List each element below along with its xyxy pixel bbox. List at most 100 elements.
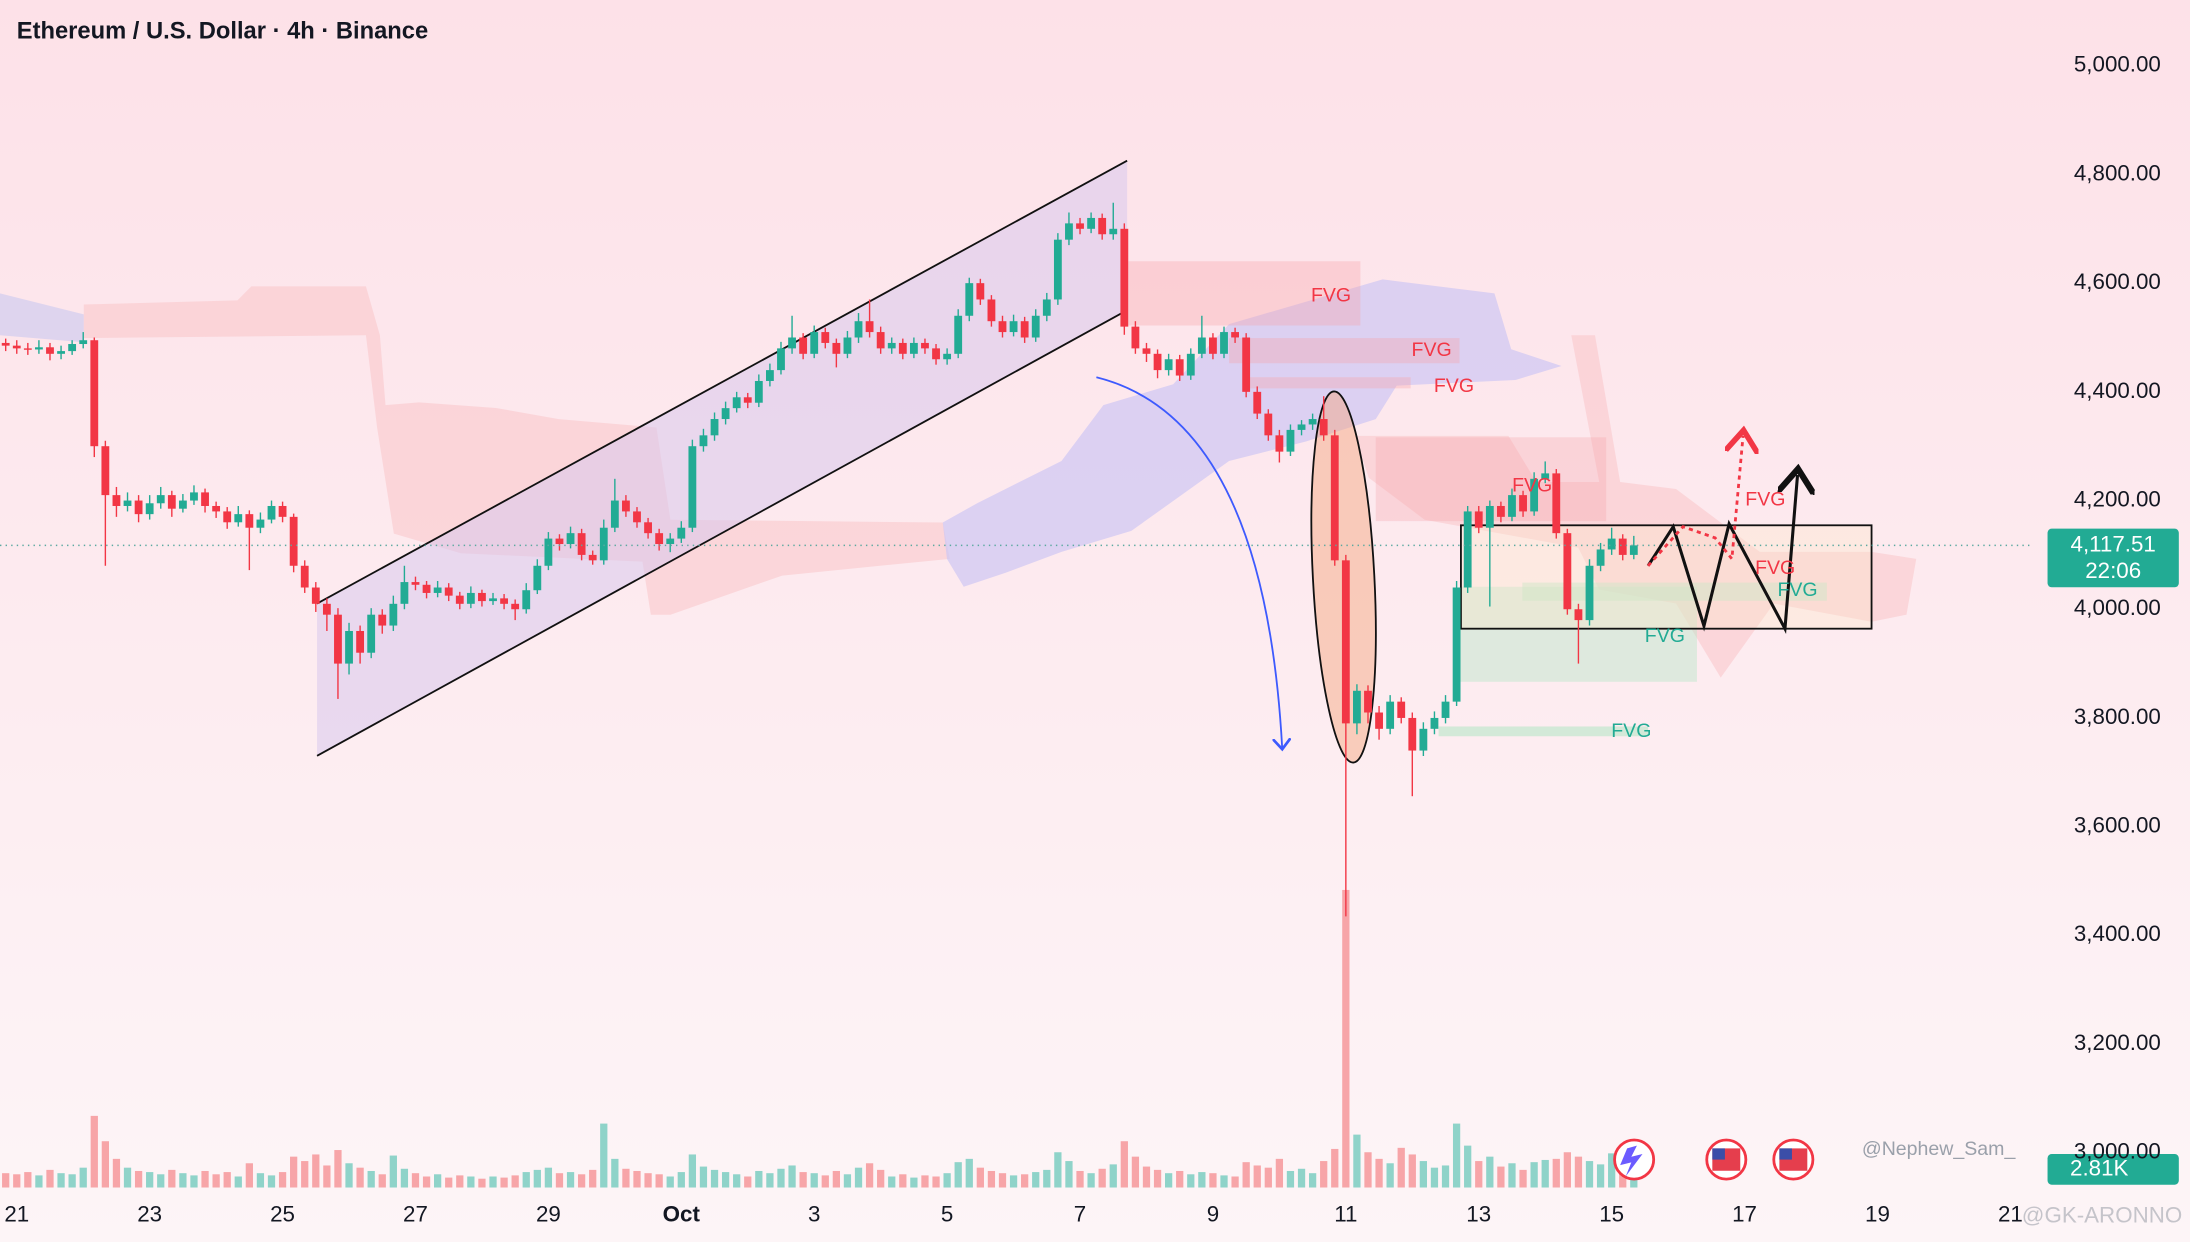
volume-bar xyxy=(1297,1168,1306,1188)
volume-bar xyxy=(1098,1168,1106,1188)
volume-bar xyxy=(1165,1173,1173,1188)
candle-body xyxy=(710,419,719,436)
candle-body xyxy=(68,344,77,352)
volume-bar xyxy=(334,1150,342,1188)
volume-bar xyxy=(622,1168,630,1188)
candle-body xyxy=(79,340,88,345)
candle-body xyxy=(256,519,265,528)
candle-body xyxy=(1585,565,1594,621)
volume-bar xyxy=(744,1176,752,1188)
candle-body xyxy=(500,598,509,604)
candle-body xyxy=(455,595,464,604)
candle-body xyxy=(223,511,232,523)
candle-body xyxy=(466,592,475,604)
chart-title: Ethereum / U.S. Dollar · 4h · Binance xyxy=(17,18,428,44)
candle-body xyxy=(1618,538,1627,555)
y-tick-label: 3,000.00 xyxy=(2074,1139,2161,1164)
candle-body xyxy=(655,533,664,545)
candle-body xyxy=(1552,473,1561,534)
candle-body xyxy=(1076,223,1084,229)
volume-bar xyxy=(267,1175,276,1188)
candle-body xyxy=(876,332,885,349)
candle-body xyxy=(799,337,808,354)
volume-bar xyxy=(766,1173,774,1188)
volume-bar xyxy=(633,1170,641,1188)
x-tick-label: 21 xyxy=(1998,1201,2023,1226)
candle-body xyxy=(1541,473,1550,479)
x-tick-label: 9 xyxy=(1207,1201,1219,1226)
candle-body xyxy=(23,348,32,350)
volume-bar xyxy=(1021,1174,1029,1188)
candle-body xyxy=(101,446,110,496)
volume-bar xyxy=(1198,1172,1206,1188)
candle-body xyxy=(677,527,686,539)
volume-bar xyxy=(456,1175,464,1188)
candle-body xyxy=(156,495,165,504)
candle-body xyxy=(965,283,974,316)
candle-body xyxy=(1120,228,1129,327)
x-tick-label: 3 xyxy=(808,1201,820,1226)
alt-path xyxy=(1647,436,1743,567)
candle-body xyxy=(599,527,608,561)
watermark: @GK-ARONNO xyxy=(2022,1203,2182,1228)
volume-bar xyxy=(190,1175,198,1188)
candle-body xyxy=(865,321,874,333)
volume-bar xyxy=(13,1174,21,1188)
candle-body xyxy=(577,533,586,555)
volume-bar xyxy=(555,1173,564,1188)
volume-bar xyxy=(921,1175,929,1188)
candle-body xyxy=(1319,419,1328,436)
fvg-label: FVG xyxy=(1311,284,1351,306)
volume-bar xyxy=(212,1174,220,1188)
candle-body xyxy=(1197,337,1206,354)
candle-body xyxy=(489,598,497,602)
candle-body xyxy=(1275,435,1284,452)
candle-body xyxy=(1574,609,1583,621)
candle-body xyxy=(190,492,198,501)
fvg-zone xyxy=(1522,582,1827,601)
x-tick-label: 19 xyxy=(1865,1201,1890,1226)
candle-body xyxy=(1474,511,1483,528)
volume-bar xyxy=(168,1169,176,1188)
candle-body xyxy=(433,587,442,593)
fvg-label: FVG xyxy=(1745,488,1785,510)
watermark: @Nephew_Sam_ xyxy=(1862,1138,2017,1160)
volume-bar xyxy=(411,1173,420,1188)
candle-body xyxy=(1098,217,1107,235)
candle-body xyxy=(810,332,819,354)
volume-bar xyxy=(90,1115,98,1188)
volume-bar xyxy=(899,1174,907,1188)
volume-bar xyxy=(1264,1167,1272,1188)
y-tick-label: 4,600.00 xyxy=(2074,269,2161,294)
volume-bar xyxy=(710,1169,719,1188)
candle-body xyxy=(322,603,331,615)
candle-body xyxy=(300,565,309,588)
candle-body xyxy=(898,342,907,354)
volume-bar xyxy=(755,1170,763,1188)
volume-bar xyxy=(1275,1158,1284,1188)
candle-body xyxy=(1629,545,1638,555)
candle-body xyxy=(1020,321,1029,338)
candle-body xyxy=(821,332,830,343)
volume-bar xyxy=(1397,1147,1405,1188)
volume-bar xyxy=(201,1170,209,1188)
volume-bar xyxy=(788,1165,796,1188)
candle-body xyxy=(921,342,929,349)
volume-bar xyxy=(1054,1152,1062,1188)
candle-body xyxy=(1286,429,1295,452)
candle-body xyxy=(610,500,619,528)
candle-body xyxy=(1519,495,1527,512)
volume-bar xyxy=(987,1170,996,1188)
candle-body xyxy=(1220,332,1228,354)
x-tick-label: 27 xyxy=(403,1201,428,1226)
volume-bar xyxy=(888,1176,896,1188)
volume-bar xyxy=(666,1176,674,1188)
channel-fill xyxy=(317,160,1128,756)
candle-body xyxy=(622,500,630,512)
candle-body xyxy=(1109,228,1118,235)
volume-bar xyxy=(1153,1169,1162,1188)
volume-bar xyxy=(733,1174,741,1188)
candle-body xyxy=(932,348,940,360)
candle-body xyxy=(201,492,209,506)
volume-bar xyxy=(68,1174,76,1188)
